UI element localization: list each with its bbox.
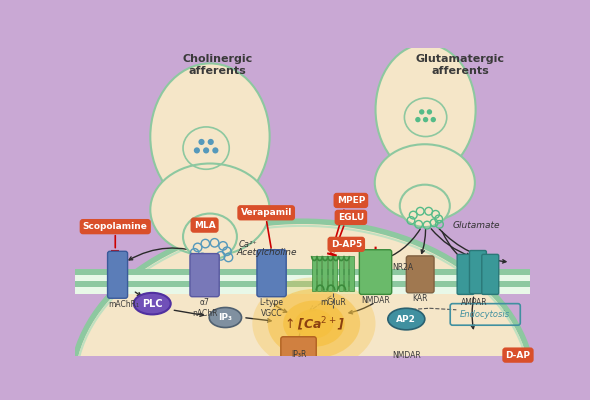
Circle shape [415,117,421,122]
Text: Ca²⁺: Ca²⁺ [342,242,360,251]
Text: IP₃: IP₃ [218,313,232,322]
Ellipse shape [400,185,450,227]
Circle shape [203,147,209,154]
Ellipse shape [283,300,345,347]
Ellipse shape [294,309,333,338]
Bar [328,256,332,290]
Text: Verapamil: Verapamil [241,208,292,217]
FancyBboxPatch shape [407,256,434,293]
Ellipse shape [76,226,530,400]
Text: Glutamate: Glutamate [453,221,500,230]
Circle shape [208,139,214,145]
Text: mAChR₁: mAChR₁ [109,300,139,309]
FancyBboxPatch shape [190,254,219,297]
Circle shape [419,109,424,115]
Text: EGLU: EGLU [337,213,364,222]
Circle shape [198,139,205,145]
Text: Glutamatergic
afferents: Glutamatergic afferents [416,54,504,76]
Text: Endocytosis: Endocytosis [460,310,510,319]
Ellipse shape [134,293,171,314]
Circle shape [431,117,436,122]
Bar [344,256,348,290]
Bar [75,269,530,275]
Ellipse shape [375,144,475,221]
Text: NMDAR: NMDAR [392,351,421,360]
Ellipse shape [268,289,360,358]
Text: α7
nAChR: α7 nAChR [192,298,217,318]
Text: AMPAR: AMPAR [461,298,487,307]
Bar [75,269,530,294]
Circle shape [194,147,200,154]
FancyBboxPatch shape [257,250,286,297]
Text: NMDAR: NMDAR [361,296,390,305]
Text: Ca²⁺: Ca²⁺ [239,240,258,249]
Text: NR2A: NR2A [392,263,414,272]
Text: Acetylcholine: Acetylcholine [237,248,297,256]
FancyBboxPatch shape [191,179,230,252]
Bar [317,256,321,290]
Ellipse shape [150,63,270,210]
Text: D-AP5: D-AP5 [330,240,362,249]
FancyBboxPatch shape [359,250,392,294]
Ellipse shape [253,278,375,370]
Text: MPEP: MPEP [337,196,365,205]
Ellipse shape [375,44,476,175]
Text: L-type
VGCC: L-type VGCC [260,298,284,318]
Circle shape [423,117,428,122]
Circle shape [212,147,218,154]
Text: D-AP: D-AP [506,351,530,360]
Text: Scopolamine: Scopolamine [83,222,148,231]
Text: $\uparrow$[Ca$^{2+}$]: $\uparrow$[Ca$^{2+}$] [283,315,346,332]
Ellipse shape [71,221,533,400]
Text: Cholinergic
afferents: Cholinergic afferents [182,54,253,76]
Ellipse shape [388,308,425,330]
Text: MLA: MLA [194,221,215,230]
Bar [339,256,343,290]
Text: PLC: PLC [142,299,162,309]
Ellipse shape [209,308,241,328]
FancyBboxPatch shape [482,254,499,294]
Bar [333,256,337,290]
FancyBboxPatch shape [407,153,442,217]
Text: KAR: KAR [412,294,428,303]
Bar [312,256,316,290]
FancyBboxPatch shape [107,251,127,298]
Bar [75,281,530,288]
Ellipse shape [183,214,237,260]
Text: AP2: AP2 [396,314,417,324]
Circle shape [427,109,432,115]
Text: mGluR: mGluR [320,298,346,307]
Bar [322,256,327,290]
Bar [349,256,353,290]
FancyBboxPatch shape [281,337,316,364]
Text: IP₃R: IP₃R [291,350,306,359]
FancyBboxPatch shape [470,250,486,294]
FancyBboxPatch shape [457,254,474,294]
Ellipse shape [150,164,270,256]
